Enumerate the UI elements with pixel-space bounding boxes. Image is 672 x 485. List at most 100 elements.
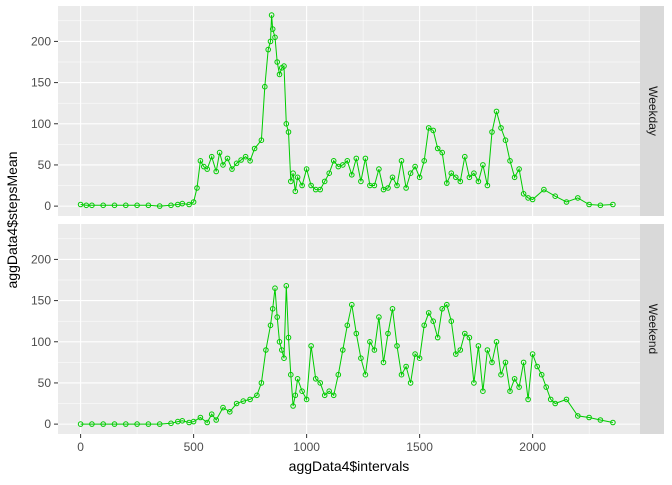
data-point — [204, 166, 210, 172]
data-point — [398, 158, 405, 164]
data-point — [385, 185, 391, 191]
y-tick-label: 200 — [31, 34, 51, 48]
data-point — [389, 174, 396, 181]
data-point — [254, 392, 260, 399]
data-point — [308, 343, 314, 349]
data-point — [412, 163, 418, 170]
data-point — [434, 145, 441, 152]
data-point — [511, 376, 518, 382]
data-point — [466, 174, 473, 181]
data-point — [100, 202, 106, 209]
data-point — [493, 108, 500, 115]
data-point — [462, 330, 468, 337]
data-point — [294, 174, 301, 181]
y-tick-label: 100 — [31, 117, 51, 131]
data-point — [274, 59, 281, 65]
data-point — [276, 71, 283, 78]
data-point — [216, 149, 223, 156]
data-point — [240, 398, 247, 404]
data-point — [597, 417, 604, 423]
data-point — [77, 201, 84, 208]
data-point — [448, 170, 455, 176]
data-point — [265, 46, 272, 53]
data-point — [489, 359, 495, 366]
data-point — [213, 417, 219, 423]
data-point — [168, 202, 174, 209]
x-tick-label: 0 — [77, 440, 84, 454]
data-point — [290, 170, 296, 176]
data-point — [263, 347, 269, 353]
data-point — [349, 172, 355, 178]
data-point — [279, 347, 285, 353]
y-tick-label: 0 — [44, 417, 51, 431]
data-point — [299, 388, 305, 395]
data-point — [288, 178, 294, 185]
data-point — [274, 314, 281, 320]
data-point — [498, 125, 504, 131]
data-point — [448, 318, 455, 325]
data-point — [398, 371, 405, 378]
data-point — [197, 414, 204, 421]
data-point — [412, 351, 418, 357]
data-point — [563, 396, 570, 403]
data-point — [269, 306, 276, 312]
data-point — [407, 170, 414, 176]
data-point — [380, 359, 387, 366]
strip-label-weekend: Weekend — [646, 304, 660, 354]
strip-background-0 — [640, 6, 664, 216]
y-axis-title: aggData4$stepsMean — [4, 152, 20, 289]
data-point — [610, 201, 616, 208]
data-point — [285, 334, 292, 341]
data-point — [262, 83, 268, 90]
data-point — [83, 202, 90, 209]
data-point — [425, 310, 432, 316]
series-line-weekday — [80, 15, 613, 207]
data-point — [204, 419, 210, 426]
data-point — [525, 396, 531, 403]
data-point — [267, 38, 274, 45]
data-point — [281, 63, 287, 69]
data-point — [294, 376, 301, 382]
data-point — [367, 339, 373, 345]
data-point — [430, 127, 437, 134]
data-point — [123, 421, 129, 427]
data-point — [238, 157, 244, 163]
data-point — [516, 384, 522, 390]
data-point — [444, 301, 450, 308]
data-point — [317, 186, 324, 193]
data-point — [358, 355, 364, 362]
data-point — [145, 202, 152, 209]
data-point — [308, 182, 314, 189]
data-point — [493, 339, 500, 345]
data-point — [100, 421, 106, 427]
data-point — [272, 34, 278, 41]
data-point — [213, 168, 219, 175]
data-point — [123, 202, 129, 209]
data-point — [502, 137, 509, 143]
data-point — [285, 129, 292, 135]
data-point — [430, 318, 437, 325]
data-point — [389, 306, 396, 312]
data-point — [283, 283, 290, 289]
data-point — [326, 388, 333, 395]
series-line-weekend — [80, 285, 613, 425]
y-tick-label: 50 — [38, 158, 52, 172]
data-point — [233, 160, 240, 167]
data-point — [208, 411, 215, 418]
data-point — [89, 202, 95, 209]
data-point — [353, 330, 360, 337]
data-point — [462, 153, 468, 160]
data-point — [475, 343, 482, 349]
data-point — [407, 380, 414, 386]
data-point — [552, 400, 559, 407]
data-point — [303, 166, 310, 172]
data-point — [134, 202, 140, 209]
data-point — [471, 170, 477, 176]
data-point — [489, 129, 495, 135]
data-point — [330, 392, 337, 399]
data-point — [480, 162, 486, 168]
data-point — [77, 421, 84, 427]
data-point — [233, 400, 240, 407]
data-point — [220, 162, 226, 168]
